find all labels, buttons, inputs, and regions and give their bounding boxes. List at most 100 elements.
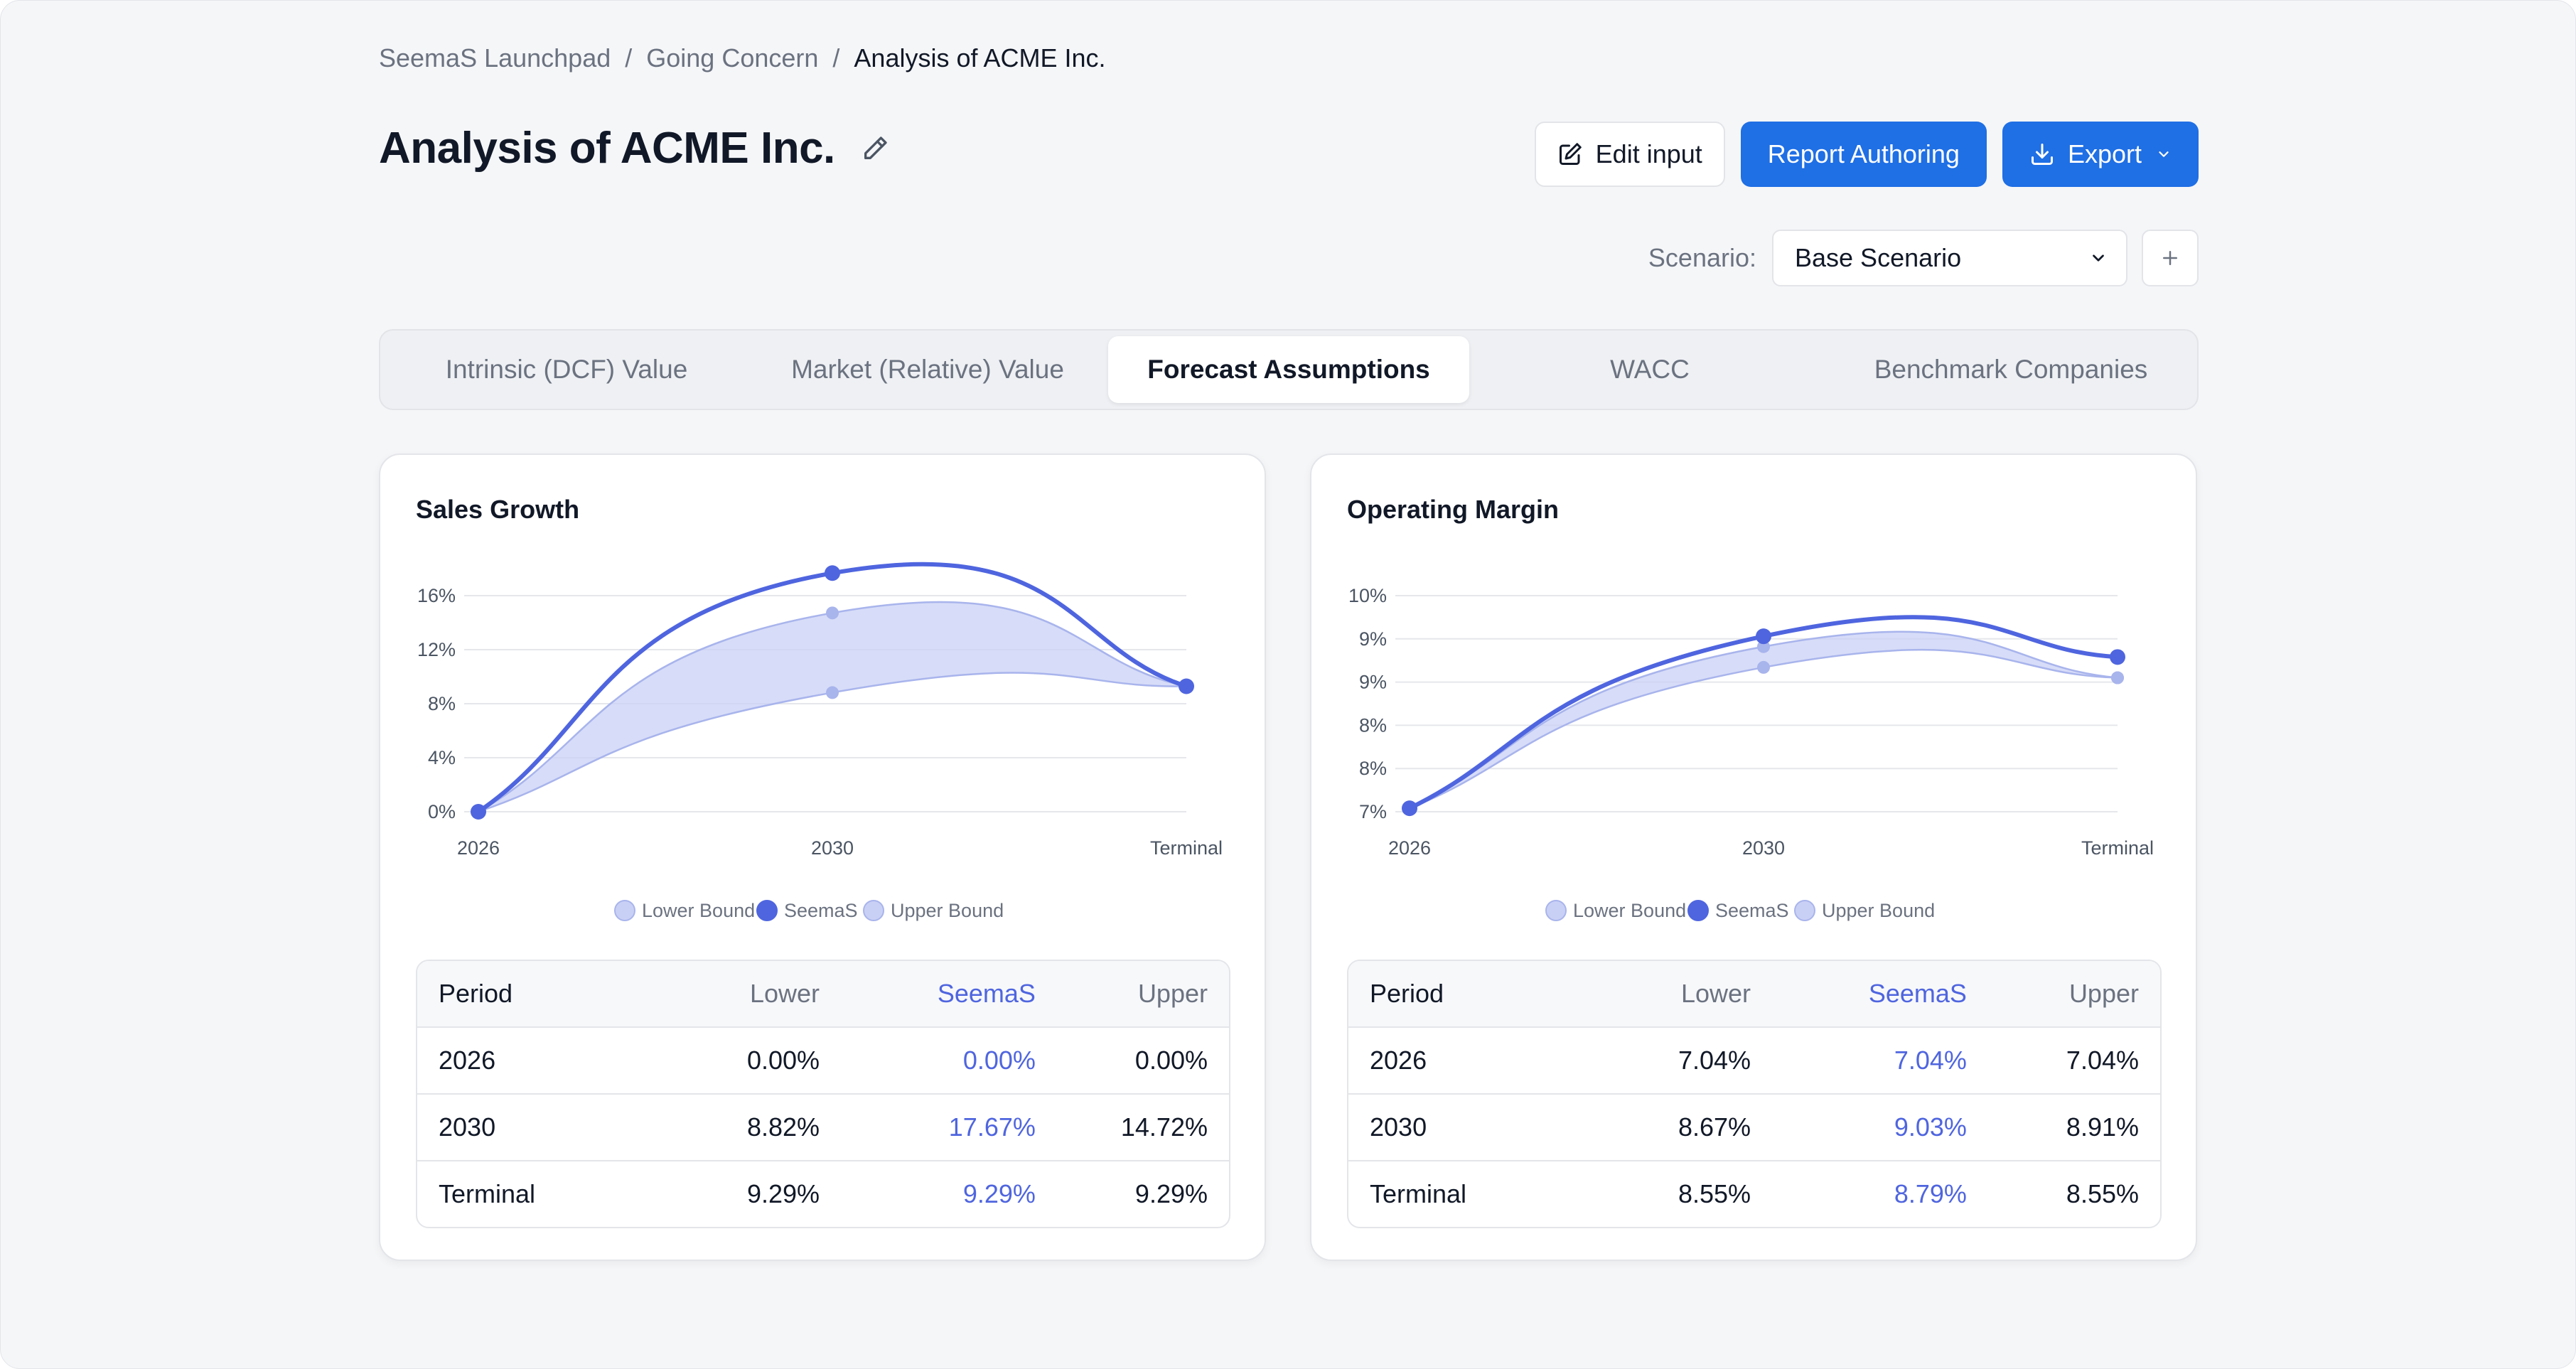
breadcrumb-item-going-concern[interactable]: Going Concern (646, 43, 819, 73)
y-tick-label: 10% (1348, 585, 1387, 606)
scenario-row: Scenario: Base Scenario (1648, 230, 2199, 286)
table-row: 2026 7.04% 7.04% 7.04% (1348, 1026, 2160, 1093)
tab-market-relative-value[interactable]: Market (Relative) Value (791, 355, 1064, 384)
tab-forecast-assumptions[interactable]: Forecast Assumptions (1108, 336, 1469, 403)
export-button[interactable]: Export (2002, 122, 2199, 187)
header-actions: Edit input Report Authoring Export (1534, 122, 2199, 187)
x-tick-label: 2030 (811, 837, 854, 859)
cell-upper: 8.55% (2066, 1179, 2139, 1208)
breadcrumb-item-launchpad[interactable]: SeemaS Launchpad (379, 43, 611, 73)
edit-input-label: Edit input (1595, 139, 1702, 168)
legend-swatch (1687, 900, 1709, 921)
cell-upper: 7.04% (2066, 1046, 2139, 1075)
seemas-point (1756, 628, 1771, 645)
y-tick-label: 8% (1359, 714, 1387, 736)
add-scenario-button[interactable] (2142, 230, 2199, 286)
cell-seemas: 0.00% (962, 1046, 1036, 1075)
report-authoring-label: Report Authoring (1767, 139, 1960, 168)
lower-bound-point (1757, 660, 1770, 674)
cell-lower: 0.00% (746, 1046, 820, 1075)
cell-lower: 8.55% (1678, 1179, 1751, 1208)
scenario-label: Scenario: (1648, 243, 1756, 272)
operating-margin-chart: 7% 8% 8% 9% 9% 10% 2026 2030 Terminal Lower Bound… (1348, 585, 2154, 921)
cell-upper: 14.72% (1120, 1112, 1208, 1142)
y-tick-label: 8% (1359, 758, 1387, 779)
cell-upper: 8.91% (2066, 1112, 2139, 1142)
header-period: Period (1370, 979, 1444, 1008)
edit-icon (1559, 143, 1582, 165)
page-title: Analysis of ACME Inc. (379, 124, 835, 173)
table-row: Terminal 9.29% 9.29% 9.29% (417, 1160, 1229, 1227)
operating-margin-card: Operating Margin 7% 8% 8% 9% 9% 10% 2026 2030 Te… (1310, 453, 2197, 1261)
bound-band (478, 602, 1186, 812)
header-seemas: SeemaS (937, 979, 1036, 1008)
header-lower: Lower (1680, 979, 1751, 1008)
x-tick-label: 2026 (457, 837, 500, 859)
tab-intrinsic-dcf-value[interactable]: Intrinsic (DCF) Value (445, 355, 688, 384)
pencil-icon[interactable] (861, 134, 889, 163)
seemas-point (825, 565, 840, 581)
cell-lower: 7.04% (1678, 1046, 1751, 1075)
cell-period: Terminal (439, 1179, 536, 1208)
y-tick-label: 4% (428, 747, 456, 768)
header-upper: Upper (2068, 979, 2139, 1008)
header-upper: Upper (1137, 979, 1208, 1008)
cell-seemas: 7.04% (1894, 1046, 1967, 1075)
cell-seemas: 9.03% (1894, 1112, 1967, 1142)
legend-swatch (1545, 900, 1567, 921)
chevron-down-icon (2093, 254, 2104, 262)
upper-bound-point (1757, 640, 1770, 653)
scenario-select[interactable]: Base Scenario (1772, 230, 2127, 286)
breadcrumb-item-current: Analysis of ACME Inc. (854, 43, 1106, 73)
upper-bound-point (2111, 671, 2124, 684)
cell-period: Terminal (1370, 1179, 1467, 1208)
operating-margin-title: Operating Margin (1347, 495, 1560, 524)
header-seemas: SeemaS (1868, 979, 1967, 1008)
y-tick-label: 12% (417, 639, 456, 660)
bound-band (1410, 631, 2118, 809)
tab-benchmark-companies[interactable]: Benchmark Companies (1874, 355, 2148, 384)
plus-icon (2163, 251, 2177, 265)
upper-bound-point (826, 606, 839, 620)
x-tick-label: Terminal (1150, 837, 1223, 859)
y-tick-label: 9% (1359, 628, 1387, 650)
legend-label: SeemaS (784, 900, 858, 921)
report-authoring-button[interactable]: Report Authoring (1740, 122, 1987, 187)
legend-swatch (1794, 900, 1815, 921)
x-tick-label: 2030 (1742, 837, 1785, 859)
header-period: Period (439, 979, 513, 1008)
table-row: 2030 8.67% 9.03% 8.91% (1348, 1093, 2160, 1160)
legend-swatch (756, 900, 778, 921)
x-tick-label: 2026 (1388, 837, 1431, 859)
scenario-value: Base Scenario (1795, 243, 1962, 272)
y-tick-label: 8% (428, 693, 456, 714)
y-tick-label: 0% (428, 801, 456, 822)
cell-seemas: 8.79% (1894, 1179, 1967, 1208)
y-tick-label: 7% (1359, 801, 1387, 822)
table-row: 2030 8.82% 17.67% 14.72% (417, 1093, 1229, 1160)
legend-label: SeemaS (1715, 900, 1789, 921)
lower-bound-point (826, 686, 839, 699)
operating-margin-table: Period Lower SeemaS Upper 2026 7.04% 7.0… (1347, 960, 2162, 1228)
tab-wacc[interactable]: WACC (1610, 355, 1690, 384)
cell-upper: 0.00% (1134, 1046, 1208, 1075)
cell-seemas: 17.67% (948, 1112, 1036, 1142)
cell-period: 2030 (439, 1112, 496, 1142)
table-row: 2026 0.00% 0.00% 0.00% (417, 1026, 1229, 1093)
legend-label: Upper Bound (891, 900, 1004, 921)
download-icon (2031, 144, 2053, 165)
legend-swatch (863, 900, 884, 921)
sales-growth-card: Sales Growth 0% 4% 8% 12% 16% 2026 2030 Termina… (379, 453, 1266, 1261)
export-label: Export (2067, 139, 2142, 168)
sales-growth-title: Sales Growth (416, 495, 580, 524)
cell-seemas: 9.29% (962, 1179, 1036, 1208)
seemas-point (1402, 800, 1417, 817)
table-row: Terminal 8.55% 8.79% 8.55% (1348, 1160, 2160, 1227)
cell-period: 2030 (1370, 1112, 1427, 1142)
cell-period: 2026 (1370, 1046, 1427, 1075)
y-tick-label: 16% (417, 585, 456, 606)
edit-input-button[interactable]: Edit input (1534, 122, 1725, 187)
seemas-point (1179, 678, 1194, 694)
chevron-down-icon (2159, 151, 2169, 157)
legend-label: Lower Bound (1573, 900, 1686, 921)
